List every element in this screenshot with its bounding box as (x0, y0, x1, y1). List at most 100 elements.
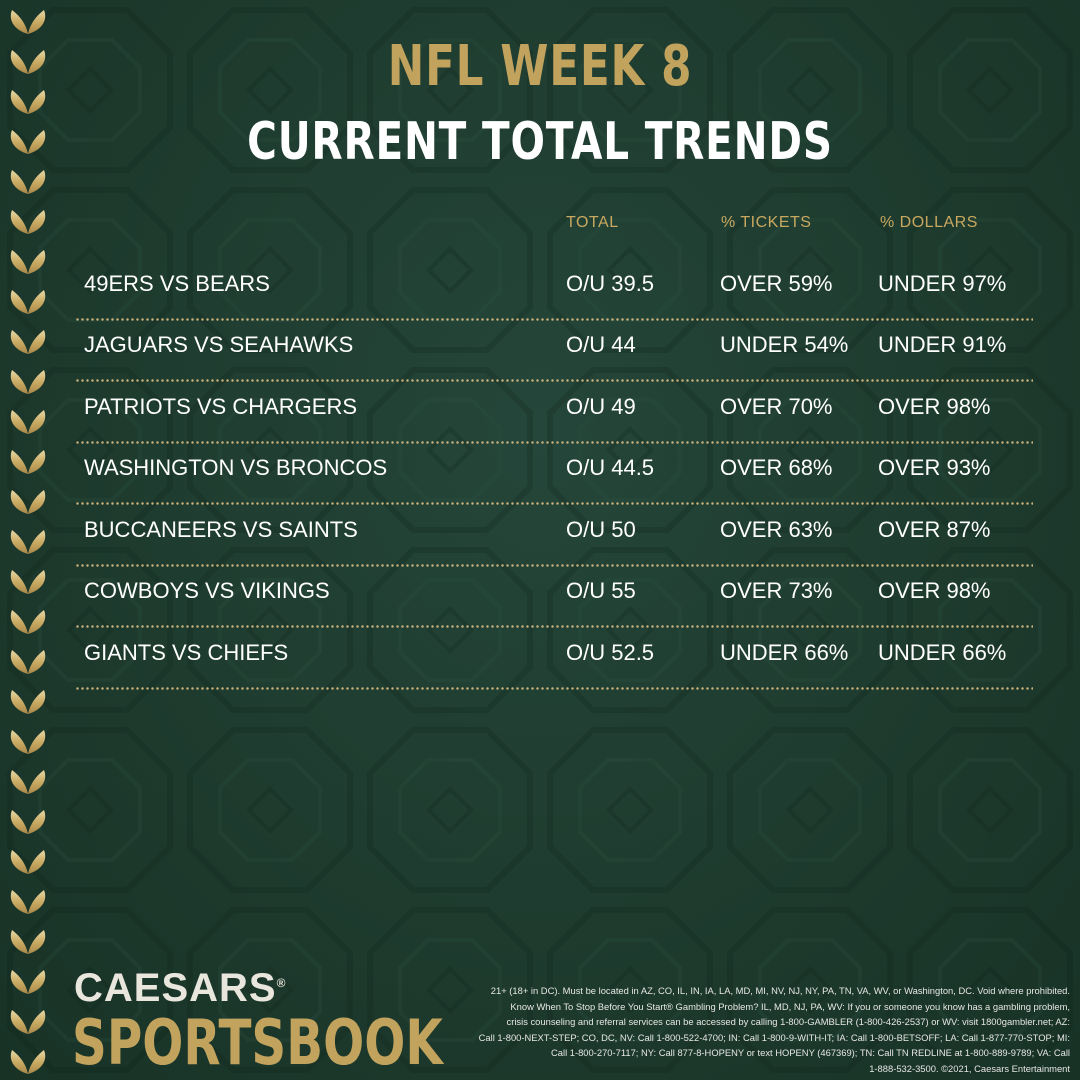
laurel-leaf (28, 370, 46, 394)
row-divider (75, 564, 1033, 567)
laurel-leaf (10, 450, 28, 474)
tickets-cell: UNDER 66% (720, 640, 849, 665)
total-cell: O/U 52.5 (566, 640, 655, 665)
disclaimer-line: crisis counseling and referral services … (506, 1016, 1070, 1028)
laurel-leaf (28, 930, 46, 954)
laurel-leaf (28, 570, 46, 594)
laurel-leaf (10, 10, 28, 34)
laurel-leaf (28, 530, 46, 554)
dollars-cell: UNDER 91% (878, 332, 1007, 357)
laurel-leaf (28, 730, 46, 754)
logo-caesars: CAESARS® (74, 966, 286, 1011)
column-header-total: TOTAL (566, 214, 619, 231)
laurel-leaf (10, 50, 28, 74)
disclaimer-line: 21+ (18+ in DC). Must be located in AZ, … (490, 985, 1070, 996)
matchup-cell: GIANTS VS CHIEFS (84, 640, 289, 665)
laurel-leaf (28, 1010, 46, 1034)
row-divider (75, 625, 1033, 628)
total-cell: O/U 55 (566, 578, 636, 603)
dollars-cell: OVER 87% (878, 517, 991, 542)
laurel-leaf (10, 890, 28, 914)
matchup-cell: WASHINGTON VS BRONCOS (84, 455, 388, 480)
tickets-cell: OVER 70% (720, 394, 833, 419)
row-divider (75, 687, 1033, 690)
row-divider (75, 318, 1033, 321)
laurel-leaf (28, 450, 46, 474)
row-divider (75, 502, 1033, 505)
laurel-leaf (10, 810, 28, 834)
tickets-cell: OVER 63% (720, 517, 833, 542)
disclaimer-line: Know When To Stop Before You Start® Gamb… (510, 1000, 1070, 1012)
laurel-leaf (28, 290, 46, 314)
laurel-leaf (10, 690, 28, 714)
tickets-cell: UNDER 54% (720, 332, 849, 357)
table-row: JAGUARS VS SEAHAWKS O/U 44 UNDER 54% UND… (75, 318, 1033, 382)
laurel-leaf (28, 690, 46, 714)
row-divider (75, 379, 1033, 382)
laurel-leaf (10, 130, 28, 154)
laurel-leaf (28, 890, 46, 914)
laurel-leaf (28, 770, 46, 794)
laurel-leaf (28, 210, 46, 234)
laurel-leaf (10, 530, 28, 554)
dollars-cell: OVER 98% (878, 394, 991, 419)
logo-caesars-text: CAESARS (74, 966, 277, 1010)
matchup-cell: 49ERS VS BEARS (84, 271, 270, 296)
laurel-leaf (10, 730, 28, 754)
matchup-cell: COWBOYS VS VIKINGS (84, 578, 330, 603)
laurel-leaf (10, 170, 28, 194)
column-header-tickets: % TICKETS (721, 214, 812, 231)
matchup-cell: JAGUARS VS SEAHAWKS (84, 332, 354, 357)
title-week: NFL WEEK 8 (387, 34, 693, 99)
total-cell: O/U 50 (566, 517, 636, 542)
legal-disclaimer: 21+ (18+ in DC). Must be located in AZ, … (430, 983, 1070, 1077)
column-header-dollars: % DOLLARS (880, 214, 978, 231)
dollars-cell: UNDER 66% (878, 640, 1007, 665)
total-cell: O/U 44.5 (566, 455, 655, 480)
laurel-leaf (10, 490, 28, 514)
table-row: COWBOYS VS VIKINGS O/U 55 OVER 73% OVER … (75, 564, 1033, 628)
laurel-leaf (10, 1010, 28, 1034)
tickets-cell: OVER 59% (720, 271, 833, 296)
title-heading: CURRENT TOTAL TRENDS (247, 112, 833, 172)
matchup-cell: BUCCANEERS VS SAINTS (84, 517, 358, 542)
table-row: 49ERS VS BEARS O/U 39.5 OVER 59% UNDER 9… (75, 257, 1033, 321)
laurel-leaf (10, 770, 28, 794)
laurel-leaf (28, 10, 46, 34)
tickets-cell: OVER 68% (720, 455, 833, 480)
laurel-leaf (28, 970, 46, 994)
dollars-cell: UNDER 97% (878, 271, 1007, 296)
laurel-leaf (28, 610, 46, 634)
registered-mark: ® (276, 976, 287, 990)
laurel-leaf (28, 130, 46, 154)
laurel-vine-icon (10, 0, 46, 1080)
dollars-cell: OVER 98% (878, 578, 991, 603)
matchup-cell: PATRIOTS VS CHARGERS (84, 394, 358, 419)
table-row: PATRIOTS VS CHARGERS O/U 49 OVER 70% OVE… (75, 380, 1033, 444)
disclaimer-line: Call 1-800-NEXT-STEP; CO, DC, NV: Call 1… (478, 1031, 1070, 1043)
total-cell: O/U 39.5 (566, 271, 655, 296)
laurel-leaf (28, 490, 46, 514)
disclaimer-line: 1-888-532-3500. ©2021, Caesars Entertain… (869, 1062, 1070, 1074)
laurel-leaf (28, 1050, 46, 1074)
laurel-leaf (10, 290, 28, 314)
table-row: BUCCANEERS VS SAINTS O/U 50 OVER 63% OVE… (75, 503, 1033, 567)
laurel-leaf (28, 410, 46, 434)
total-cell: O/U 49 (566, 394, 636, 419)
laurel-leaf (10, 250, 28, 274)
logo-sportsbook: SPORTSBOOK (72, 1006, 443, 1079)
row-divider (75, 441, 1033, 444)
laurel-leaf (28, 810, 46, 834)
laurel-leaf (10, 90, 28, 114)
laurel-leaf (28, 170, 46, 194)
laurel-leaf (10, 930, 28, 954)
dollars-cell: OVER 93% (878, 455, 991, 480)
disclaimer-line: Call 1-800-270-7117; NY: Call 877-8-HOPE… (551, 1047, 1070, 1059)
laurel-leaf (10, 410, 28, 434)
laurel-leaf (10, 370, 28, 394)
table-row: WASHINGTON VS BRONCOS O/U 44.5 OVER 68% … (75, 441, 1033, 505)
laurel-leaf (10, 970, 28, 994)
laurel-leaf (10, 1050, 28, 1074)
